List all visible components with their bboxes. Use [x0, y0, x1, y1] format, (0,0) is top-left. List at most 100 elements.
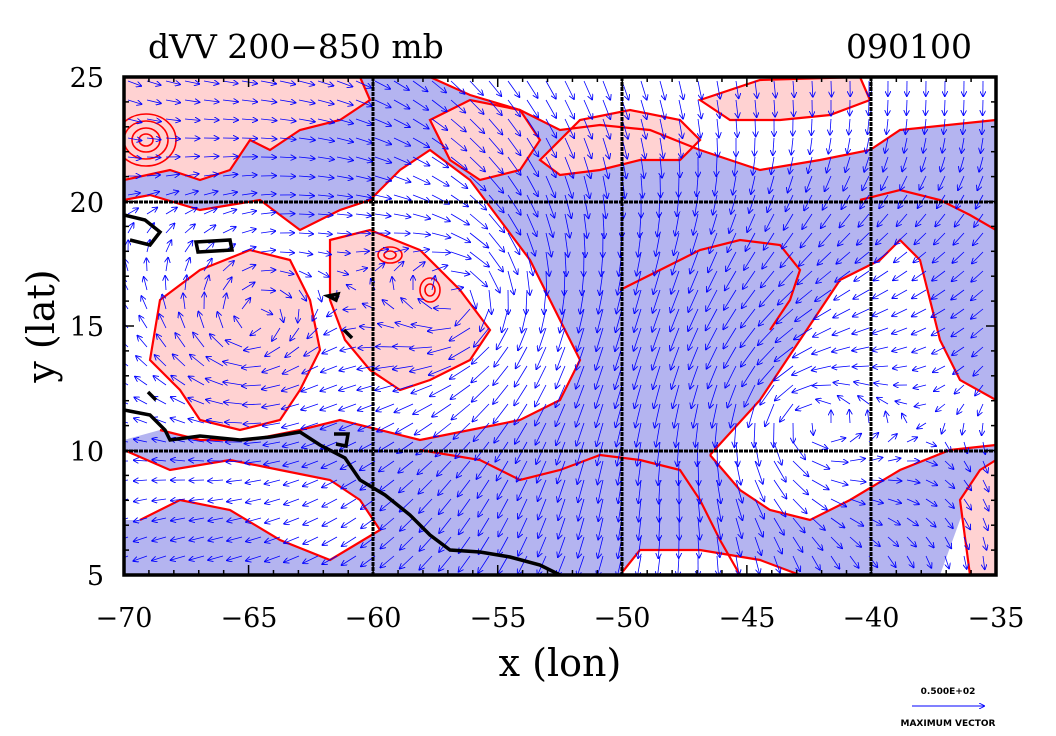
wind-vector [488, 194, 504, 212]
wind-vector [173, 354, 186, 367]
wind-vector [672, 365, 680, 389]
wind-vector [246, 536, 262, 542]
wind-vector [298, 80, 314, 85]
wind-vector [674, 403, 680, 428]
wind-vector [545, 194, 554, 218]
wind-vector [526, 156, 538, 176]
wind-vector [477, 460, 490, 479]
wind-vector [876, 232, 889, 244]
wind-vector [124, 555, 129, 559]
wind-vector [355, 99, 372, 106]
wind-vector [791, 137, 793, 155]
wind-vector [203, 191, 217, 195]
wind-vector [725, 365, 737, 388]
wind-vector [660, 156, 662, 178]
wind-vector [872, 347, 889, 351]
wind-vector [146, 138, 161, 140]
wind-vector [374, 80, 390, 89]
wind-vector [912, 289, 927, 298]
wind-vector [138, 336, 148, 348]
wind-vector [596, 422, 604, 446]
wind-vector [964, 99, 965, 115]
wind-vector [834, 289, 851, 300]
wind-vector [374, 194, 391, 199]
wind-vector [760, 384, 775, 405]
wind-vector [124, 536, 129, 540]
wind-vector [241, 265, 255, 272]
wind-vector [784, 213, 794, 230]
wind-vector [598, 289, 604, 314]
wind-vector [736, 99, 738, 118]
wind-vector [887, 498, 901, 503]
wind-vector [872, 308, 889, 316]
wind-vector [198, 312, 205, 329]
date-label: 090100 [846, 27, 972, 66]
wind-vector [317, 233, 332, 234]
wind-vector [811, 460, 829, 469]
wind-vector [830, 536, 842, 548]
wind-vector [431, 232, 450, 238]
wind-vector [868, 118, 870, 134]
wind-vector [374, 118, 391, 126]
wind-vector [396, 323, 414, 329]
wind-vector [355, 233, 370, 234]
wind-vector [262, 404, 281, 407]
wind-vector [713, 194, 718, 215]
wind-vector [793, 80, 794, 97]
wind-vector [894, 251, 908, 262]
wind-vector [439, 498, 452, 514]
y-tick-label: 25 [70, 63, 104, 94]
wind-vector [762, 251, 775, 269]
wind-vector [900, 175, 908, 190]
wind-vector [412, 156, 429, 166]
wind-vector [560, 308, 566, 332]
wind-vector [754, 441, 759, 466]
wind-vector [774, 80, 776, 97]
wind-vector [165, 138, 180, 139]
wind-vector [640, 99, 647, 119]
wind-vector [450, 287, 463, 290]
wind-vector [583, 175, 590, 198]
wind-vector [488, 137, 503, 154]
wind-vector [634, 365, 642, 389]
wind-vector [764, 232, 775, 250]
contour-line [619, 238, 802, 331]
wind-vector [374, 263, 384, 272]
wind-vector [250, 327, 262, 335]
wind-vector [206, 400, 224, 405]
wind-vector [355, 80, 371, 88]
wind-vector [394, 384, 414, 391]
y-tick-labels: 25 20 15 10 5 [70, 63, 104, 592]
wind-vector [615, 327, 623, 351]
wind-vector [602, 80, 610, 100]
wind-vector [729, 213, 737, 233]
wind-vector [634, 327, 642, 351]
wind-vector [693, 213, 699, 235]
wind-vector [858, 213, 870, 227]
wind-vector [556, 365, 566, 388]
wind-vector [708, 365, 718, 388]
wind-vector [184, 119, 200, 120]
wind-vector [190, 499, 205, 501]
wind-vector [336, 80, 352, 87]
wind-vector [773, 137, 774, 155]
wind-vector [847, 137, 850, 153]
wind-vector [597, 441, 604, 465]
wind-vector [796, 403, 813, 410]
wind-vector [321, 422, 338, 429]
y-tick-label: 15 [70, 312, 104, 343]
wind-vector [134, 518, 148, 522]
wind-vector [760, 289, 775, 306]
wind-vector [735, 156, 737, 175]
wind-vector [165, 224, 174, 234]
wind-vector [383, 300, 395, 310]
wind-vector [431, 175, 449, 186]
wind-vector [711, 213, 718, 234]
wind-vector [522, 308, 528, 332]
wind-vector [653, 270, 661, 294]
wind-vector [380, 555, 395, 567]
wind-vector [678, 460, 679, 485]
wind-vector [303, 536, 319, 544]
wind-vector [942, 422, 945, 434]
